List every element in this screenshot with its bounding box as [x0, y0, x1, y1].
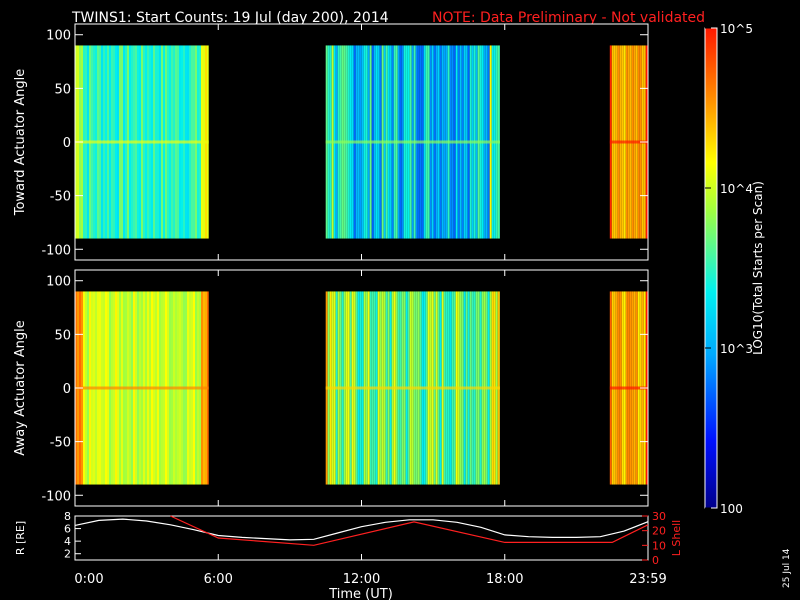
- top-panel: -100 -50 0 50 100 Toward Actuator Angle: [13, 23, 649, 261]
- top-heatmap-zero-band: [325, 140, 500, 144]
- top-heatmap: [75, 45, 648, 239]
- colorbar-ticks: 10^5 10^4 10^3 100: [705, 22, 753, 516]
- middle-y-axis-label: Away Actuator Angle: [13, 320, 28, 455]
- top-heatmap-segment: [325, 45, 500, 239]
- top-y-tick-label: 0: [63, 136, 71, 151]
- middle-heatmap-zero-band: [75, 386, 209, 390]
- time-tick-label: 18:00: [486, 572, 523, 587]
- time-tick-label: 23:59: [629, 572, 666, 587]
- chart-note: NOTE: Data Preliminary - Not validated: [432, 10, 705, 26]
- bottom-right-tick-label: 30: [652, 510, 666, 523]
- top-heatmap-zero-band: [609, 140, 648, 144]
- bottom-left-tick-label: 2: [64, 548, 71, 561]
- colorbar: 10^5 10^4 10^3 100 LOG10(Total Starts per S…: [704, 22, 765, 516]
- middle-heatmap-zero-band: [325, 386, 500, 390]
- orbit-lines: [74, 515, 649, 546]
- colorbar-gradient: [704, 27, 718, 509]
- top-y-tick-label: -100: [41, 243, 71, 258]
- colorbar-tick-label: 10^5: [720, 22, 753, 36]
- l-shell-line: [170, 515, 649, 546]
- top-y-axis: -100 -50 0 50 100: [41, 24, 649, 260]
- middle-y-tick-label: -100: [41, 489, 71, 504]
- top-y-axis-label: Toward Actuator Angle: [13, 69, 28, 216]
- colorbar-tick-label: 10^3: [720, 342, 753, 356]
- bottom-left-y-label: R [RE]: [14, 521, 27, 555]
- middle-heatmap-segment: [325, 291, 500, 485]
- middle-heatmap-zero-band: [609, 386, 648, 390]
- middle-heatmap-segment: [75, 291, 209, 485]
- top-y-tick-label: 50: [54, 82, 71, 97]
- time-x-axis: 0:00 6:00 12:00 18:00 23:59: [74, 554, 667, 587]
- middle-y-axis: -100 -50 0 50 100: [41, 270, 649, 506]
- middle-y-tick-label: 50: [54, 328, 71, 343]
- middle-y-tick-label: -50: [50, 436, 71, 451]
- colorbar-label: LOG10(Total Starts per Scan): [751, 181, 765, 355]
- bottom-left-tick-label: 4: [64, 535, 71, 548]
- top-y-tick-label: -50: [50, 190, 71, 205]
- middle-y-tick-label: 0: [63, 382, 71, 397]
- middle-heatmap: [75, 291, 648, 485]
- x-axis-label: Time (UT): [328, 587, 393, 600]
- chart-title: TWINS1: Start Counts: 19 Jul (day 200), …: [71, 10, 389, 26]
- bottom-right-tick-label: 0: [652, 554, 659, 567]
- top-heatmap-segment: [75, 45, 209, 239]
- middle-y-tick-label: 100: [46, 275, 71, 290]
- radius-line: [74, 518, 649, 541]
- colorbar-tick-label: 100: [720, 502, 743, 516]
- time-tick-label: 6:00: [204, 572, 233, 587]
- date-stamp: 25 Jul 14: [782, 548, 792, 588]
- colorbar-tick-label: 10^4: [720, 182, 753, 196]
- top-y-tick-label: 100: [46, 29, 71, 44]
- middle-panel: -100 -50 0 50 100 Away Actuator Angle: [13, 269, 649, 507]
- time-tick-label: 0:00: [74, 572, 103, 587]
- bottom-left-tick-label: 8: [64, 510, 71, 523]
- bottom-right-tick-label: 20: [652, 525, 666, 538]
- time-tick-label: 12:00: [343, 572, 380, 587]
- bottom-right-tick-label: 10: [652, 539, 666, 552]
- bottom-left-tick-label: 6: [64, 523, 71, 536]
- top-heatmap-zero-band: [75, 140, 209, 144]
- bottom-right-y-label: L Shell: [670, 520, 683, 556]
